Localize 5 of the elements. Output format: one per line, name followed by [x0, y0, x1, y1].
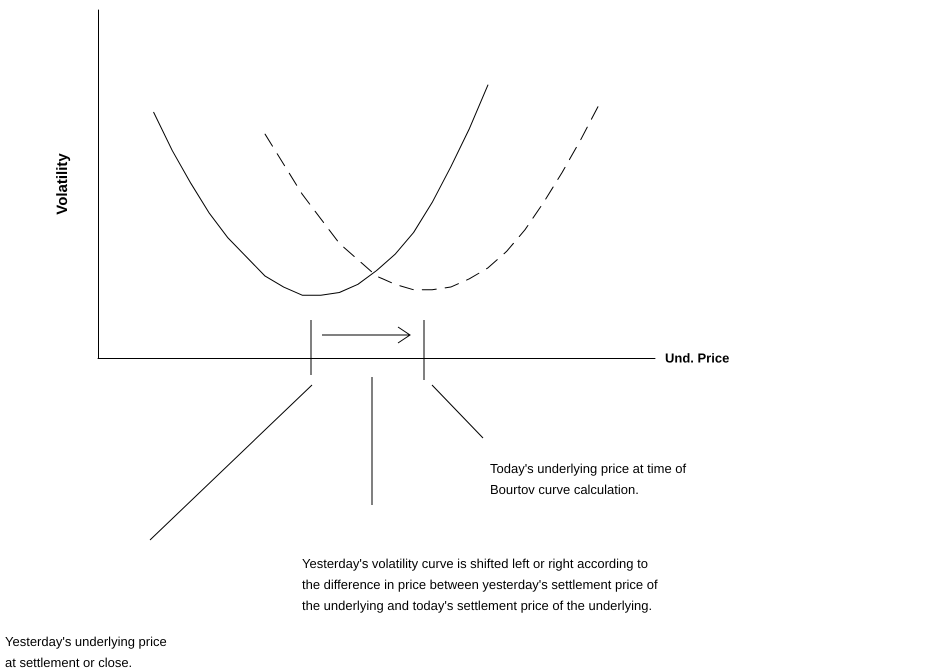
text: Yesterday's volatility curve is shifted left or right according to the difference in price between yesterday's settlement price of the underlying and today's settlement price of the underlying. [302, 556, 658, 613]
y-axis-title: Volatility [54, 152, 71, 215]
text: Yesterday's underlying price at settlement or close. [5, 634, 167, 670]
x-axis-title: Und. Price [665, 350, 730, 366]
text: Today's underlying price at time of Bourtov curve calculation. [490, 461, 687, 497]
